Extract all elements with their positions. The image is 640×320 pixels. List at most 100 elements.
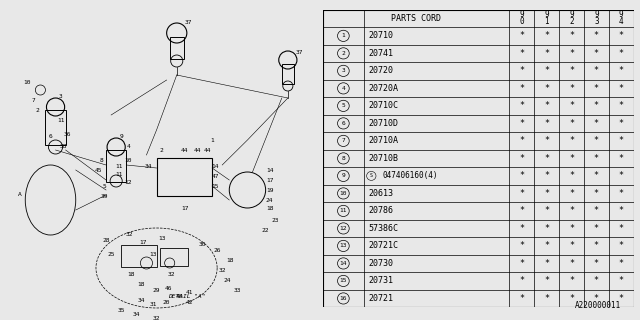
Text: *: * <box>544 259 549 268</box>
Text: *: * <box>569 189 574 198</box>
Text: 34: 34 <box>132 313 140 317</box>
Text: 14: 14 <box>211 164 219 169</box>
Text: 32: 32 <box>125 233 133 237</box>
Text: *: * <box>619 136 624 145</box>
Text: *: * <box>619 119 624 128</box>
Text: 20730: 20730 <box>368 259 393 268</box>
Text: *: * <box>594 206 599 215</box>
Text: *: * <box>594 259 599 268</box>
Text: 20710C: 20710C <box>368 101 398 110</box>
Text: 38: 38 <box>60 145 67 149</box>
Bar <box>170 37 184 59</box>
Text: 9: 9 <box>619 10 623 19</box>
Text: 20786: 20786 <box>368 206 393 215</box>
Text: 13: 13 <box>158 236 165 241</box>
Text: *: * <box>594 84 599 93</box>
Text: *: * <box>519 119 524 128</box>
Text: *: * <box>519 259 524 268</box>
Text: *: * <box>619 84 624 93</box>
Text: *: * <box>619 172 624 180</box>
Bar <box>121 245 157 267</box>
Text: 9: 9 <box>594 10 598 19</box>
Text: 34: 34 <box>145 164 152 169</box>
Text: 3: 3 <box>594 17 598 27</box>
Text: 32: 32 <box>218 268 226 273</box>
Text: *: * <box>569 66 574 76</box>
Text: 20613: 20613 <box>368 189 393 198</box>
Text: *: * <box>544 101 549 110</box>
Text: 3: 3 <box>342 68 345 73</box>
Text: 1: 1 <box>342 33 345 38</box>
Text: 39: 39 <box>100 195 108 199</box>
Text: 20: 20 <box>163 300 170 306</box>
Text: 9: 9 <box>569 10 574 19</box>
Text: 11: 11 <box>340 208 347 213</box>
Text: 20731: 20731 <box>368 276 393 285</box>
Text: 17: 17 <box>181 205 189 211</box>
Text: 34: 34 <box>138 298 145 302</box>
Text: *: * <box>519 206 524 215</box>
Text: *: * <box>519 31 524 40</box>
Text: 6: 6 <box>49 134 52 140</box>
Text: 9: 9 <box>119 134 123 140</box>
Text: 14: 14 <box>340 261 347 266</box>
Text: 40: 40 <box>176 294 184 300</box>
Text: 18: 18 <box>138 283 145 287</box>
Text: *: * <box>544 136 549 145</box>
Text: 37: 37 <box>296 50 303 54</box>
Text: *: * <box>519 172 524 180</box>
Text: *: * <box>519 276 524 285</box>
Text: 11: 11 <box>115 172 123 178</box>
Text: *: * <box>594 241 599 251</box>
Text: 20720: 20720 <box>368 66 393 76</box>
Text: *: * <box>594 66 599 76</box>
Text: *: * <box>569 154 574 163</box>
Text: 24: 24 <box>223 277 231 283</box>
Text: 23: 23 <box>272 218 280 222</box>
Text: *: * <box>619 49 624 58</box>
Text: *: * <box>619 31 624 40</box>
Text: 047406160(4): 047406160(4) <box>382 172 438 180</box>
Text: 9: 9 <box>342 173 345 179</box>
Text: *: * <box>569 294 574 303</box>
Text: *: * <box>519 154 524 163</box>
Text: 11: 11 <box>57 117 65 123</box>
Text: 20721: 20721 <box>368 294 393 303</box>
Text: 9: 9 <box>545 10 549 19</box>
Text: *: * <box>519 189 524 198</box>
Text: *: * <box>519 294 524 303</box>
Text: 4: 4 <box>126 145 130 149</box>
Text: *: * <box>619 206 624 215</box>
Text: 28: 28 <box>102 237 110 243</box>
Text: *: * <box>594 294 599 303</box>
Text: 0: 0 <box>520 17 524 27</box>
Text: 42: 42 <box>186 300 194 305</box>
Text: 35: 35 <box>118 308 125 313</box>
Text: 32: 32 <box>168 273 175 277</box>
Text: 8: 8 <box>99 157 103 163</box>
Text: 17: 17 <box>140 239 147 244</box>
Text: 13: 13 <box>150 252 157 258</box>
Text: 57386C: 57386C <box>368 224 398 233</box>
Text: 10: 10 <box>125 157 132 163</box>
Text: 2: 2 <box>569 17 574 27</box>
Text: 2: 2 <box>160 148 163 153</box>
Text: *: * <box>569 49 574 58</box>
Text: 5: 5 <box>342 103 345 108</box>
Text: 16: 16 <box>340 296 347 301</box>
Text: 36: 36 <box>64 132 72 138</box>
Text: *: * <box>544 84 549 93</box>
Text: 45: 45 <box>94 167 102 172</box>
Text: 2: 2 <box>342 51 345 56</box>
Text: 1: 1 <box>210 138 214 142</box>
Text: 11: 11 <box>115 164 123 170</box>
Text: *: * <box>594 101 599 110</box>
Text: 44: 44 <box>204 148 211 153</box>
Bar <box>282 64 294 84</box>
Text: *: * <box>544 241 549 251</box>
Text: *: * <box>519 224 524 233</box>
Text: *: * <box>619 224 624 233</box>
Text: *: * <box>619 189 624 198</box>
Text: *: * <box>569 172 574 180</box>
Text: 15: 15 <box>211 183 219 188</box>
